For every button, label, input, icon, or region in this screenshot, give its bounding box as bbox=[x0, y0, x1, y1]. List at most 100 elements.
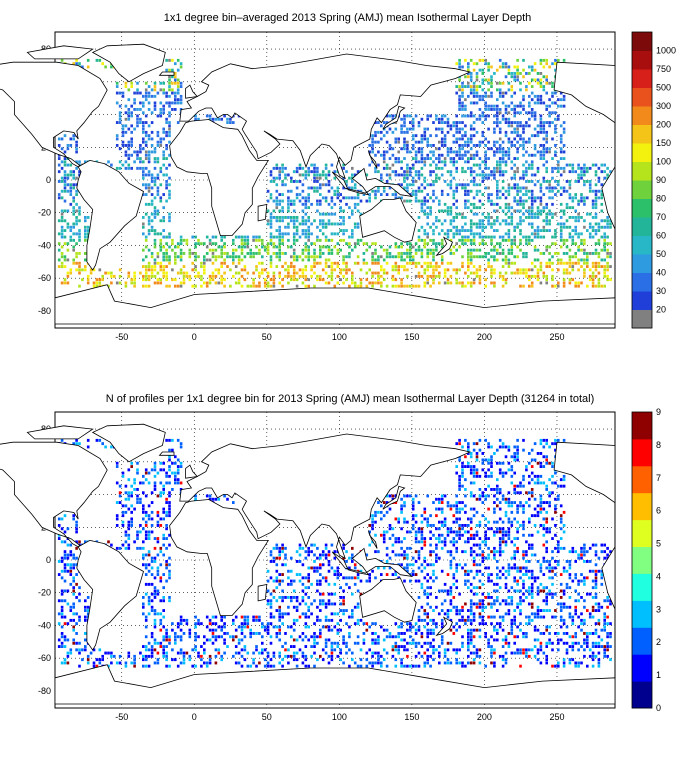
data-cell bbox=[368, 150, 371, 154]
data-cell bbox=[525, 166, 528, 170]
data-cell bbox=[440, 140, 444, 144]
data-cell bbox=[385, 180, 389, 183]
data-cell bbox=[446, 573, 450, 576]
data-cell bbox=[446, 209, 450, 213]
data-cell bbox=[391, 550, 395, 554]
data-cell bbox=[545, 62, 548, 66]
data-cell bbox=[533, 553, 537, 557]
data-cell bbox=[368, 268, 371, 272]
data-cell bbox=[353, 222, 357, 226]
data-cell bbox=[435, 196, 438, 200]
data-cell bbox=[507, 81, 511, 85]
data-cell bbox=[278, 199, 281, 203]
data-cell bbox=[409, 242, 412, 246]
data-cell bbox=[107, 540, 110, 544]
data-cell bbox=[307, 186, 310, 190]
data-cell bbox=[133, 108, 136, 111]
data-cell bbox=[594, 550, 598, 554]
data-cell bbox=[475, 193, 479, 196]
data-cell bbox=[243, 268, 247, 272]
data-cell bbox=[324, 245, 328, 249]
data-cell bbox=[530, 573, 534, 576]
data-cell bbox=[545, 219, 548, 223]
data-cell bbox=[176, 88, 180, 92]
data-cell bbox=[124, 144, 128, 147]
data-cell bbox=[432, 573, 435, 576]
data-cell bbox=[449, 248, 453, 252]
data-cell bbox=[516, 209, 519, 213]
data-cell bbox=[171, 81, 174, 85]
data-cell bbox=[409, 245, 412, 249]
data-cell bbox=[438, 520, 441, 524]
data-cell bbox=[574, 576, 577, 580]
data-cell bbox=[353, 183, 357, 187]
data-cell bbox=[554, 510, 557, 514]
data-cell bbox=[130, 504, 133, 508]
data-cell bbox=[542, 176, 546, 180]
data-cell bbox=[461, 101, 464, 105]
data-cell bbox=[530, 108, 534, 111]
data-cell bbox=[359, 212, 363, 216]
data-cell bbox=[490, 474, 493, 478]
data-cell bbox=[496, 124, 499, 128]
data-cell bbox=[220, 278, 223, 282]
data-cell bbox=[455, 137, 458, 141]
data-cell bbox=[533, 514, 537, 518]
data-cell bbox=[406, 144, 409, 147]
data-cell bbox=[232, 252, 235, 255]
data-cell bbox=[394, 173, 398, 177]
data-cell bbox=[295, 258, 299, 262]
data-cell bbox=[493, 271, 496, 275]
data-cell bbox=[539, 442, 543, 446]
data-cell bbox=[588, 183, 592, 187]
data-cell bbox=[179, 461, 183, 465]
data-cell bbox=[144, 563, 148, 567]
data-cell bbox=[284, 268, 287, 272]
data-cell bbox=[203, 281, 206, 285]
data-cell bbox=[57, 193, 61, 196]
data-cell bbox=[121, 94, 125, 98]
data-cell bbox=[168, 153, 171, 157]
data-cell bbox=[435, 576, 438, 580]
data-cell bbox=[104, 271, 107, 275]
data-cell bbox=[411, 497, 415, 501]
data-cell bbox=[136, 124, 139, 128]
data-cell bbox=[469, 225, 473, 229]
data-cell bbox=[136, 81, 139, 85]
data-cell bbox=[469, 173, 473, 177]
data-cell bbox=[580, 166, 583, 170]
data-cell bbox=[168, 212, 171, 216]
data-cell bbox=[536, 225, 540, 229]
data-cell bbox=[66, 163, 70, 167]
data-cell bbox=[365, 242, 369, 246]
data-cell bbox=[597, 180, 601, 183]
coastline bbox=[601, 165, 616, 230]
data-cell bbox=[159, 576, 163, 580]
data-cell bbox=[545, 517, 548, 521]
data-cell bbox=[194, 255, 197, 259]
data-cell bbox=[191, 284, 194, 288]
data-cell bbox=[472, 153, 476, 157]
data-cell bbox=[559, 235, 563, 239]
data-cell bbox=[507, 104, 511, 108]
data-cell bbox=[316, 566, 319, 570]
data-cell bbox=[461, 527, 464, 531]
data-cell bbox=[130, 494, 133, 498]
data-cell bbox=[115, 546, 119, 550]
data-cell bbox=[513, 170, 516, 174]
data-cell bbox=[153, 94, 157, 98]
data-cell bbox=[147, 219, 151, 223]
data-cell bbox=[281, 232, 284, 236]
data-cell bbox=[345, 180, 348, 183]
data-cell bbox=[464, 150, 467, 154]
data-cell bbox=[507, 68, 511, 72]
data-cell bbox=[452, 134, 456, 138]
data-cell bbox=[455, 248, 458, 252]
data-cell bbox=[522, 573, 525, 576]
data-cell bbox=[533, 497, 537, 501]
data-cell bbox=[475, 573, 479, 576]
data-cell bbox=[539, 252, 543, 255]
data-cell bbox=[559, 104, 563, 108]
data-cell bbox=[127, 114, 131, 118]
data-cell bbox=[583, 166, 586, 170]
